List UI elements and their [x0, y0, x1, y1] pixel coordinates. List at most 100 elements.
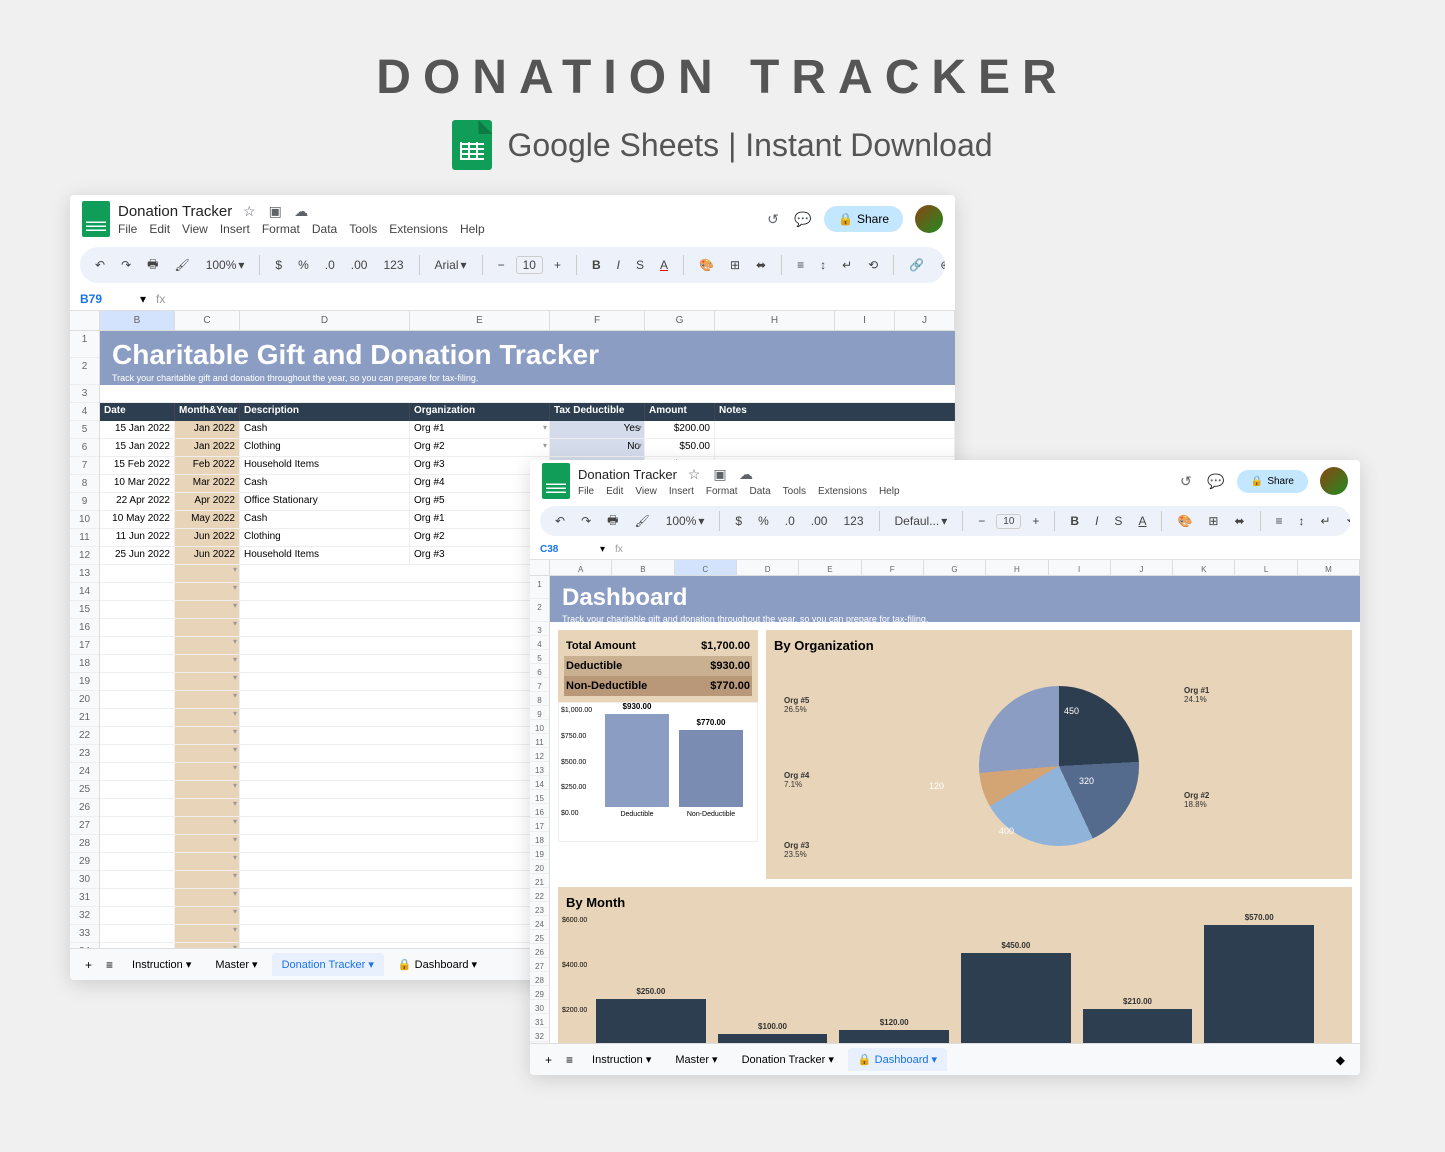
wrap-button[interactable]: ↵ — [837, 255, 857, 275]
col-header[interactable]: K — [1173, 560, 1235, 575]
menu-file[interactable]: File — [578, 486, 594, 497]
font-select[interactable]: Defaul... ▾ — [890, 511, 953, 531]
row-header[interactable]: 25 — [70, 781, 99, 799]
row-header[interactable]: 14 — [70, 583, 99, 601]
menu-view[interactable]: View — [182, 222, 208, 236]
currency-button[interactable]: $ — [270, 255, 287, 275]
share-button[interactable]: 🔒 Share — [824, 206, 903, 232]
menu-data[interactable]: Data — [750, 486, 771, 497]
row-header[interactable]: 27 — [70, 817, 99, 835]
star-icon[interactable]: ☆ — [685, 466, 703, 484]
col-header[interactable]: B — [612, 560, 674, 575]
col-header[interactable]: D — [737, 560, 799, 575]
zoom-select[interactable]: 100% ▾ — [661, 511, 710, 531]
tab-donation-tracker[interactable]: Donation Tracker ▾ — [272, 953, 384, 976]
history-icon[interactable]: ↺ — [764, 210, 782, 228]
col-header[interactable]: J — [1111, 560, 1173, 575]
row-header[interactable]: 13 — [530, 762, 549, 776]
row-header[interactable]: 16 — [70, 619, 99, 637]
comment-icon[interactable]: 💬 — [794, 210, 812, 228]
menu-tools[interactable]: Tools — [783, 486, 806, 497]
menu-file[interactable]: File — [118, 222, 137, 236]
col-header[interactable]: B — [100, 311, 175, 330]
tab-donation-tracker[interactable]: Donation Tracker ▾ — [732, 1048, 844, 1071]
tab-instruction[interactable]: Instruction ▾ — [582, 1048, 661, 1071]
sheets-doc-icon[interactable] — [542, 463, 570, 499]
sheets-doc-icon[interactable] — [82, 201, 110, 237]
row-header[interactable]: 10 — [70, 511, 99, 529]
fontsize-dec[interactable]: − — [493, 255, 510, 275]
add-sheet-button[interactable]: + — [540, 1050, 557, 1070]
avatar[interactable] — [915, 205, 943, 233]
row-header[interactable]: 28 — [530, 972, 549, 986]
row-header[interactable]: 24 — [70, 763, 99, 781]
row-header[interactable]: 12 — [530, 748, 549, 762]
add-sheet-button[interactable]: + — [80, 955, 97, 975]
col-header[interactable]: F — [862, 560, 924, 575]
zoom-select[interactable]: 100% ▾ — [201, 255, 250, 275]
row-header[interactable]: 19 — [530, 846, 549, 860]
col-header[interactable]: F — [550, 311, 645, 330]
explore-button[interactable]: ◆ — [1331, 1050, 1350, 1070]
row-header[interactable]: 14 — [530, 776, 549, 790]
row-header[interactable]: 32 — [530, 1028, 549, 1042]
menu-edit[interactable]: Edit — [149, 222, 170, 236]
row-header[interactable]: 31 — [70, 889, 99, 907]
row-header[interactable]: 23 — [530, 902, 549, 916]
tab-dashboard[interactable]: 🔒 Dashboard ▾ — [848, 1048, 947, 1071]
col-header[interactable]: H — [986, 560, 1048, 575]
row-header[interactable]: 24 — [530, 916, 549, 930]
menu-tools[interactable]: Tools — [349, 222, 377, 236]
tab-dashboard[interactable]: 🔒 Dashboard ▾ — [388, 953, 487, 976]
menu-help[interactable]: Help — [879, 486, 900, 497]
row-header[interactable]: 4 — [70, 403, 99, 421]
row-header[interactable]: 18 — [530, 832, 549, 846]
borders-button[interactable]: ⊞ — [725, 255, 745, 275]
row-header[interactable]: 20 — [70, 691, 99, 709]
name-box[interactable]: C38 — [540, 544, 590, 555]
menu-extensions[interactable]: Extensions — [818, 486, 867, 497]
folder-icon[interactable]: ▣ — [711, 466, 729, 484]
valign-button[interactable]: ↕ — [815, 255, 831, 275]
row-header[interactable]: 2 — [70, 358, 99, 385]
row-header[interactable]: 22 — [70, 727, 99, 745]
comment-icon[interactable]: 💬 — [1207, 472, 1225, 490]
bold-button[interactable]: B — [587, 255, 606, 275]
avatar[interactable] — [1320, 467, 1348, 495]
redo-button[interactable]: ↷ — [576, 511, 596, 531]
table-row[interactable]: 15 Jan 2022Jan 2022CashOrg #1Yes$200.00 — [100, 421, 955, 439]
fontsize-inc[interactable]: + — [549, 255, 566, 275]
textcolor-button[interactable]: A — [655, 255, 673, 275]
tab-master[interactable]: Master ▾ — [665, 1048, 727, 1071]
row-header[interactable]: 22 — [530, 888, 549, 902]
tab-master[interactable]: Master ▾ — [205, 953, 267, 976]
row-header[interactable]: 11 — [70, 529, 99, 547]
rotate-button[interactable]: ⟲ — [863, 255, 883, 275]
menu-insert[interactable]: Insert — [220, 222, 250, 236]
row-header[interactable]: 30 — [530, 1000, 549, 1014]
col-header[interactable]: I — [835, 311, 895, 330]
doc-name[interactable]: Donation Tracker — [578, 467, 677, 482]
menu-edit[interactable]: Edit — [606, 486, 623, 497]
row-header[interactable]: 21 — [530, 874, 549, 888]
menu-insert[interactable]: Insert — [669, 486, 694, 497]
row-header[interactable]: 20 — [530, 860, 549, 874]
italic-button[interactable]: I — [612, 255, 625, 275]
merge-button[interactable]: ⬌ — [751, 255, 771, 275]
row-header[interactable]: 30 — [70, 871, 99, 889]
fill-button[interactable]: 🎨 — [694, 255, 719, 275]
dec-decrease-button[interactable]: .0 — [320, 255, 340, 275]
row-header[interactable]: 2 — [530, 599, 549, 622]
dec-increase-button[interactable]: .00 — [346, 255, 373, 275]
row-header[interactable]: 17 — [70, 637, 99, 655]
fontsize-input[interactable]: 10 — [516, 256, 543, 274]
menu-format[interactable]: Format — [262, 222, 300, 236]
all-sheets-button[interactable]: ≡ — [101, 955, 118, 975]
row-header[interactable]: 21 — [70, 709, 99, 727]
col-header[interactable]: D — [240, 311, 410, 330]
font-select[interactable]: Arial ▾ — [430, 255, 472, 275]
row-header[interactable]: 8 — [70, 475, 99, 493]
history-icon[interactable]: ↺ — [1177, 472, 1195, 490]
share-button[interactable]: 🔒 Share — [1237, 470, 1308, 493]
col-header[interactable]: I — [1049, 560, 1111, 575]
